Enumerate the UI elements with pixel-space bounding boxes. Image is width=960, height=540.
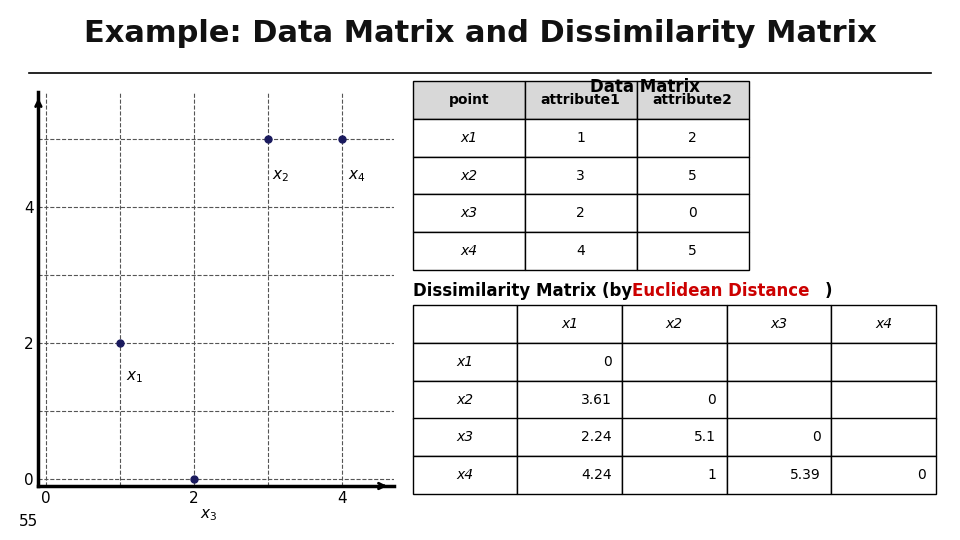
Text: ): ): [825, 282, 832, 300]
Text: $x_2$: $x_2$: [272, 168, 289, 184]
Text: $x_4$: $x_4$: [348, 168, 365, 184]
Text: $x_1$: $x_1$: [126, 369, 143, 385]
Text: Data Matrix: Data Matrix: [590, 78, 701, 96]
Text: Example: Data Matrix and Dissimilarity Matrix: Example: Data Matrix and Dissimilarity M…: [84, 19, 876, 48]
Text: Dissimilarity Matrix (by: Dissimilarity Matrix (by: [413, 282, 637, 300]
Text: Euclidean Distance: Euclidean Distance: [632, 282, 809, 300]
Text: 55: 55: [19, 514, 38, 529]
Text: $x_3$: $x_3$: [200, 508, 217, 523]
